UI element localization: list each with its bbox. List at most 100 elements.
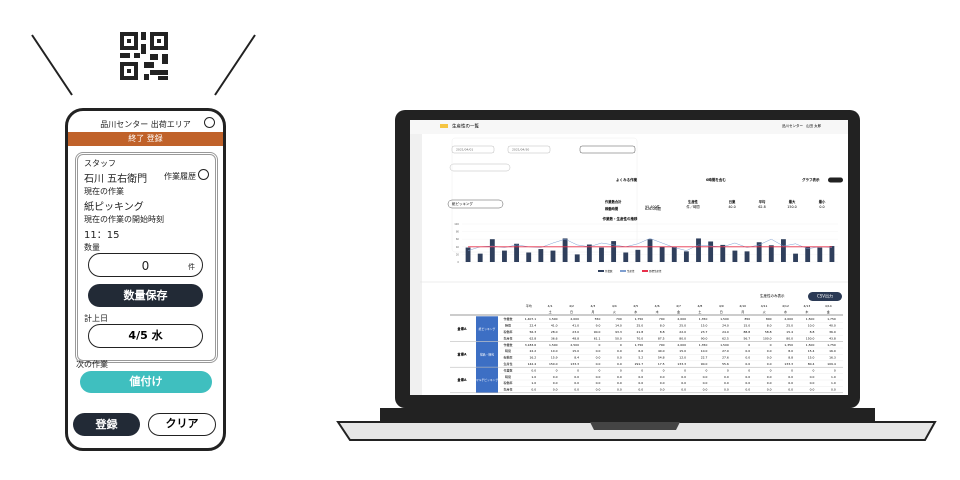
warehouse: 倉庫A: [456, 351, 467, 356]
bar: [805, 246, 811, 262]
metric: 作業数: [503, 342, 512, 347]
bar: [574, 254, 580, 262]
cell: 0: [556, 368, 558, 372]
weekday: 月: [741, 310, 744, 314]
table-header: 4/7: [676, 304, 681, 308]
cell: 0.0: [767, 375, 772, 379]
only-productivity[interactable]: 生産性のみ表示: [760, 293, 785, 298]
cell: 48.8: [572, 336, 579, 340]
table-header: 4/12: [782, 304, 789, 308]
cell: 1.0: [531, 375, 536, 379]
cell: 8.4: [574, 356, 579, 360]
cell: 9.0: [596, 324, 601, 328]
legend-label: 作業数: [605, 269, 613, 273]
history-link[interactable]: 作業履歴: [164, 172, 196, 181]
y-tick-label: 60: [456, 237, 460, 241]
stat-value: 62.8: [758, 205, 765, 209]
date-input[interactable]: 4/5 水: [88, 324, 203, 348]
cell: 133.3: [677, 362, 686, 366]
csv-button[interactable]: CSV出力: [817, 293, 833, 299]
bar: [732, 250, 738, 262]
legend-swatch: [620, 270, 626, 272]
cell: 0.0: [596, 356, 601, 360]
cell: 16.3: [829, 356, 836, 360]
cell: 0.0: [767, 349, 772, 353]
cell: 291.7: [635, 362, 644, 366]
cell: 0.0: [703, 388, 708, 392]
metric: 稼働率: [503, 380, 512, 385]
weekday: 土: [698, 309, 701, 314]
cell: 0.0: [703, 381, 708, 385]
cell: 0: [641, 368, 643, 372]
table-header: 4/4: [612, 304, 617, 308]
zero-toggle[interactable]: 0時間を含む: [706, 177, 726, 182]
laptop-notch: [590, 422, 680, 430]
cell: 0.0: [574, 375, 579, 379]
clear-button[interactable]: クリア: [148, 413, 216, 436]
graph-toggle[interactable]: グラフ表示: [802, 177, 820, 182]
cell: 0.0: [767, 388, 772, 392]
cell: 12.0: [679, 356, 686, 360]
weekday: 土: [549, 309, 552, 314]
cell: 2,000: [677, 317, 686, 321]
cell: 0: [663, 368, 665, 372]
task-select[interactable]: 紙ピッキング: [452, 201, 473, 206]
cell: 0: [577, 368, 579, 372]
phone: 品川センター 出荷エリア 終了 登録 スタッフ 石川 五右衛門 作業履歴 現在の…: [65, 108, 226, 451]
cell: 1,500: [806, 343, 815, 347]
stat-label: 生産性: [688, 199, 699, 204]
settings-icon[interactable]: [204, 117, 215, 128]
cell: 15.4: [786, 330, 793, 334]
date-from[interactable]: 2021/04/01: [456, 148, 473, 152]
cell: 55.6: [722, 362, 729, 366]
cell: 0.0: [617, 349, 622, 353]
stat-label: 作業数合計: [605, 199, 622, 204]
cell: 0.0: [638, 381, 643, 385]
weekday: 水: [634, 309, 637, 314]
bar: [526, 252, 532, 262]
cell: 1,750: [635, 317, 644, 321]
bar: [538, 249, 544, 262]
weekday: 火: [763, 310, 766, 314]
cell: 0: [748, 343, 750, 347]
cell: 142.4: [528, 362, 537, 366]
legend-label: 目標生産性: [649, 269, 662, 273]
cell: 0.0: [617, 375, 622, 379]
history-icon: [198, 169, 209, 180]
cell: 1,500: [806, 317, 815, 321]
cell: 100.0: [763, 336, 772, 340]
quantity-input[interactable]: [88, 253, 203, 277]
bar: [586, 244, 592, 262]
cell: 16.2: [530, 356, 537, 360]
table-header: 4/8: [697, 304, 702, 308]
current-task: 紙ピッキング: [84, 202, 144, 213]
warehouse: 倉庫A: [456, 377, 467, 382]
bar: [744, 251, 750, 262]
next-task-button[interactable]: 値付け: [80, 371, 212, 393]
finish-button[interactable]: 終了 登録: [68, 132, 223, 146]
save-button[interactable]: 数量保存: [88, 284, 203, 307]
label: 計上日: [84, 314, 108, 323]
cell: 8.8: [788, 356, 793, 360]
metric: 稼働率: [503, 355, 512, 360]
stat-label: 最小: [819, 199, 826, 204]
favorite-toggle[interactable]: よくみる作業: [616, 177, 638, 182]
cell: 0.0: [810, 388, 815, 392]
cell: 88.8: [744, 330, 751, 334]
cell: 0.0: [660, 381, 665, 385]
cell: 0.0: [724, 375, 729, 379]
metric: 生産性: [503, 361, 512, 366]
cell: 80.0: [679, 336, 686, 340]
task-cell: [476, 316, 498, 342]
stat-label: 最大: [789, 199, 796, 204]
stat-value: 40.0: [728, 205, 735, 209]
cell: 0: [834, 368, 836, 372]
cell: 15.9: [551, 356, 558, 360]
cell: 24.0: [722, 330, 729, 334]
cell: 15.4: [808, 349, 815, 353]
weekday: 金: [677, 309, 680, 314]
cell: 1,350: [699, 343, 708, 347]
register-button[interactable]: 登録: [73, 413, 140, 436]
date-to[interactable]: 2021/04/30: [512, 148, 529, 152]
center: 品川センター: [782, 123, 803, 128]
